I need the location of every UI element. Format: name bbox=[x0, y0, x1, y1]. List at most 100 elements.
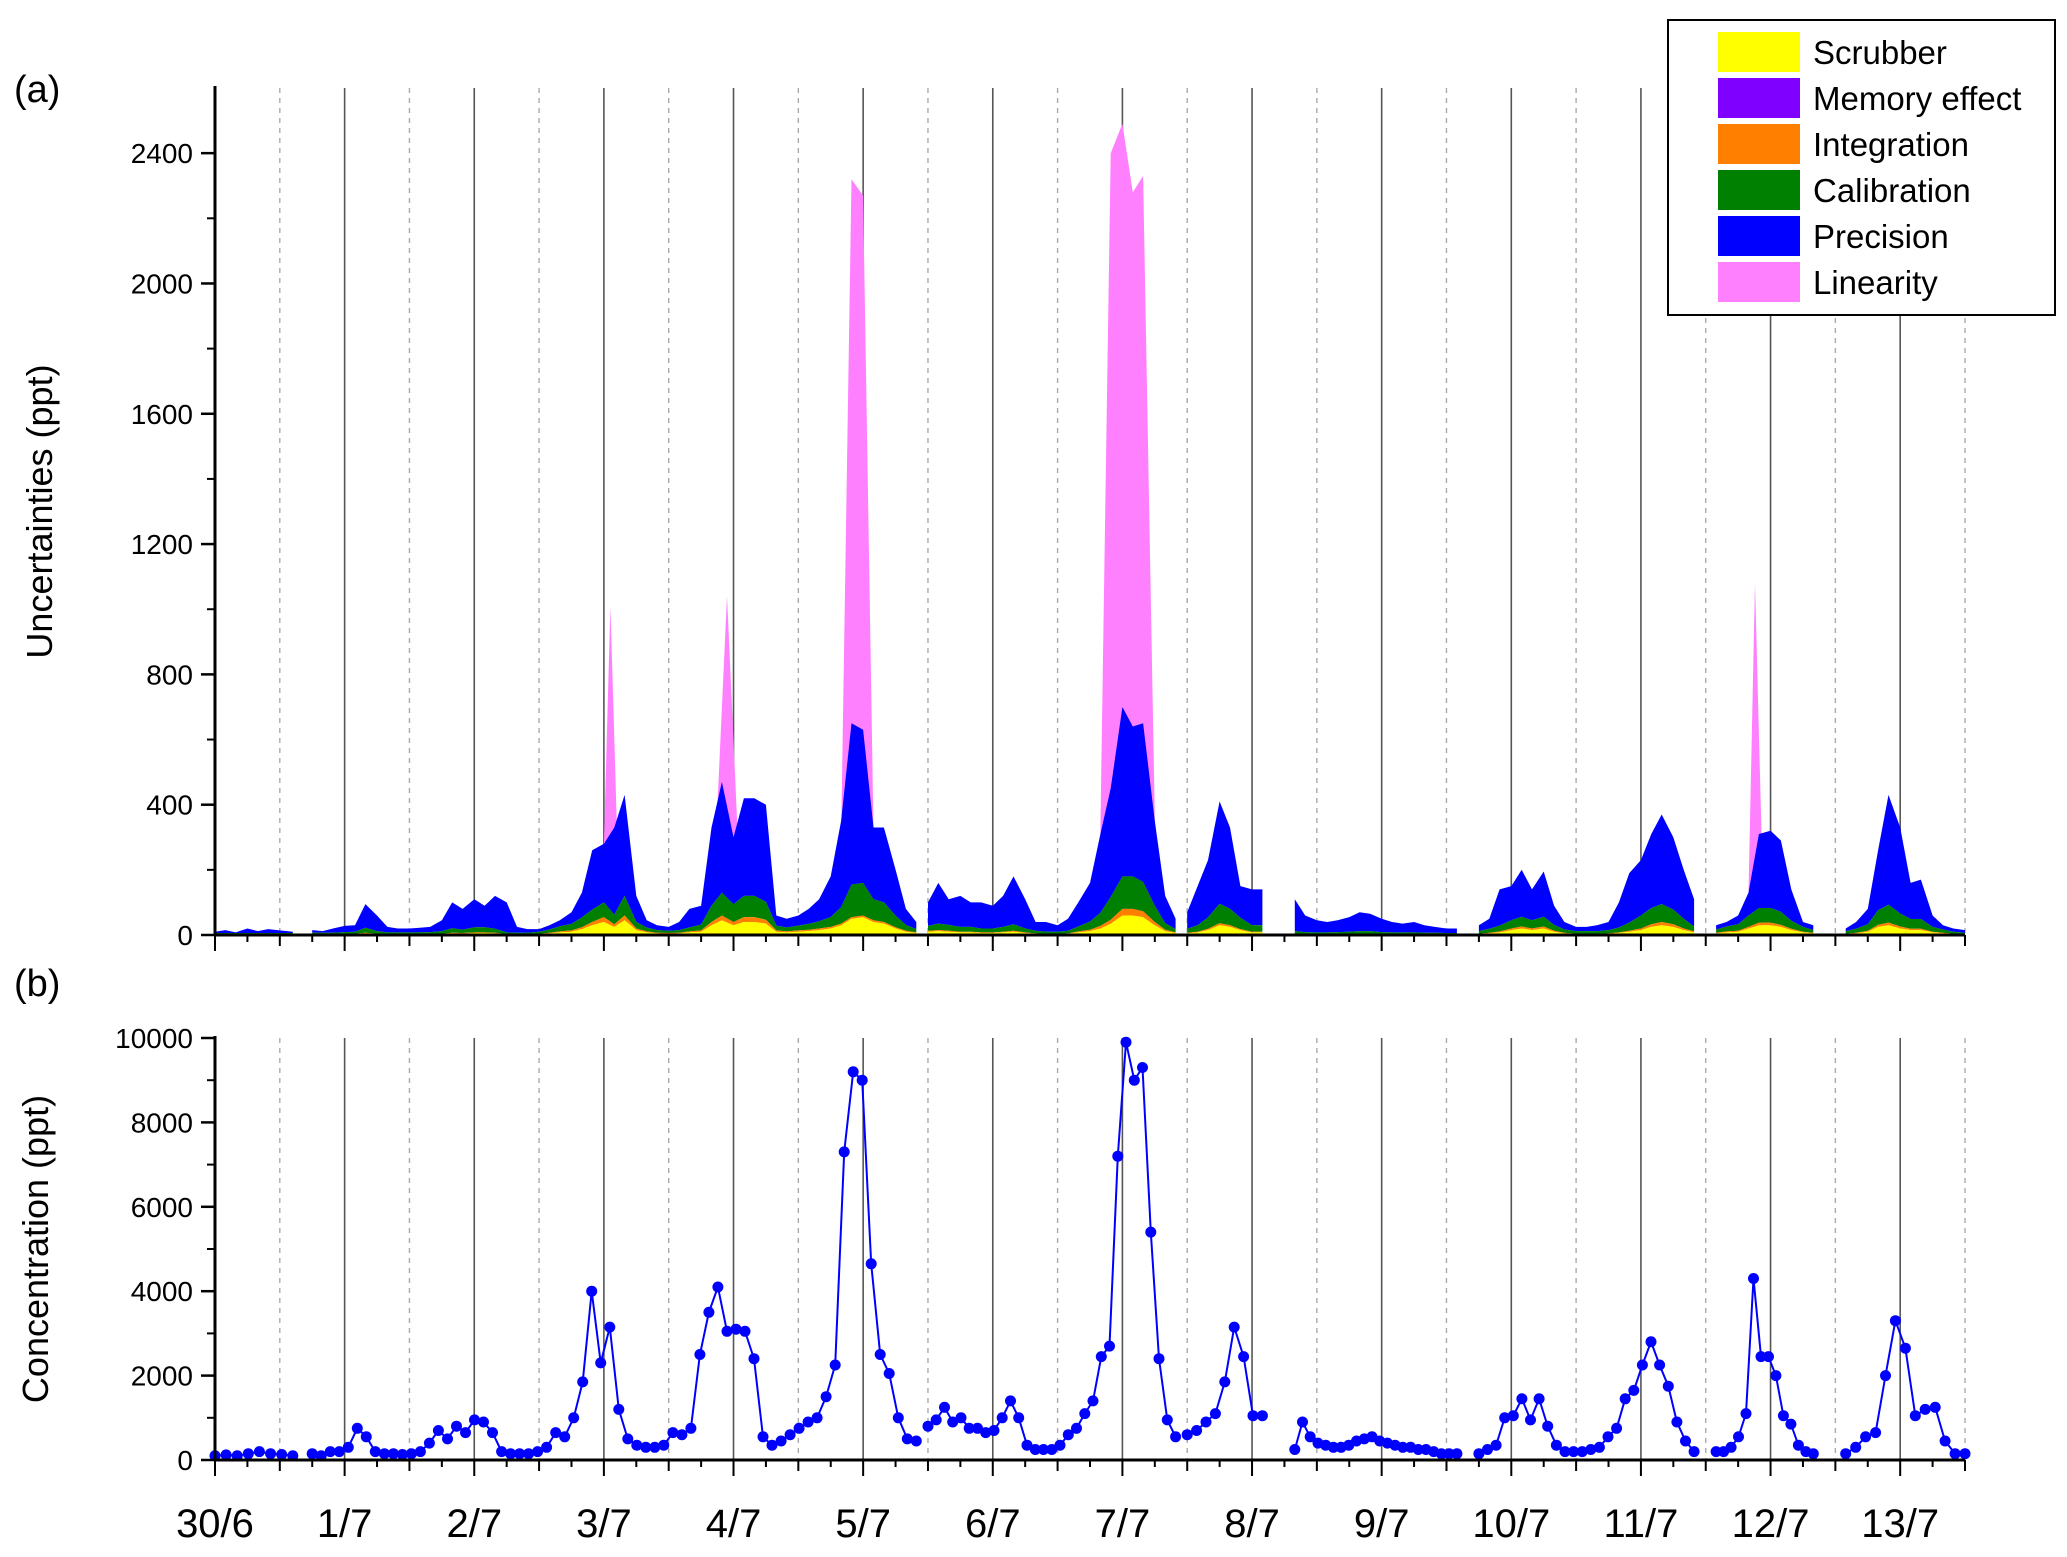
concentration-point bbox=[622, 1433, 633, 1444]
panel-b-y-tick-label: 0 bbox=[177, 1445, 193, 1476]
x-date-label: 1/7 bbox=[317, 1502, 373, 1546]
concentration-point bbox=[276, 1449, 287, 1460]
concentration-point bbox=[839, 1146, 850, 1157]
concentration-point bbox=[1726, 1442, 1737, 1453]
x-date-label: 2/7 bbox=[446, 1502, 502, 1546]
concentration-point bbox=[1960, 1448, 1971, 1459]
concentration-point bbox=[1154, 1353, 1165, 1364]
concentration-point bbox=[1637, 1360, 1648, 1371]
concentration-point bbox=[749, 1353, 760, 1364]
concentration-point bbox=[758, 1431, 769, 1442]
concentration-point bbox=[893, 1412, 904, 1423]
concentration-point bbox=[884, 1368, 895, 1379]
concentration-point bbox=[712, 1282, 723, 1293]
concentration-point bbox=[1079, 1408, 1090, 1419]
concentration-point bbox=[1930, 1402, 1941, 1413]
concentration-point bbox=[1594, 1442, 1605, 1453]
x-date-label: 4/7 bbox=[706, 1502, 762, 1546]
concentration-point bbox=[1542, 1421, 1553, 1432]
concentration-point bbox=[1950, 1448, 1961, 1459]
legend-swatch bbox=[1718, 124, 1800, 164]
concentration-point bbox=[939, 1402, 950, 1413]
concentration-point bbox=[931, 1414, 942, 1425]
concentration-point bbox=[1297, 1417, 1308, 1428]
concentration-point bbox=[1785, 1419, 1796, 1430]
legend-label: Memory effect bbox=[1813, 80, 2021, 117]
precision-area bbox=[1295, 899, 1457, 933]
concentration-point bbox=[875, 1349, 886, 1360]
concentration-point bbox=[1840, 1448, 1851, 1459]
concentration-point bbox=[433, 1425, 444, 1436]
x-date-label: 3/7 bbox=[576, 1502, 632, 1546]
panel-b-y-tick-label: 10000 bbox=[115, 1023, 193, 1054]
concentration-point bbox=[1770, 1370, 1781, 1381]
concentration-point bbox=[442, 1433, 453, 1444]
x-date-label: 12/7 bbox=[1732, 1502, 1810, 1546]
concentration-point bbox=[1289, 1444, 1300, 1455]
precision-area bbox=[1846, 795, 1965, 933]
panel-b-label: (b) bbox=[14, 963, 60, 1005]
concentration-point bbox=[361, 1431, 372, 1442]
concentration-point bbox=[1870, 1427, 1881, 1438]
concentration-point bbox=[1910, 1410, 1921, 1421]
concentration-point bbox=[577, 1376, 588, 1387]
concentration-point bbox=[478, 1417, 489, 1428]
concentration-point bbox=[1620, 1393, 1631, 1404]
concentration-point bbox=[487, 1427, 498, 1438]
x-date-label: 11/7 bbox=[1603, 1502, 1678, 1546]
panel-a-y-tick-label: 800 bbox=[146, 659, 193, 690]
concentration-point bbox=[776, 1436, 787, 1447]
panel-a-y-tick-label: 400 bbox=[146, 790, 193, 821]
concentration-point bbox=[1005, 1395, 1016, 1406]
precision-area bbox=[215, 929, 293, 934]
concentration-point bbox=[343, 1442, 354, 1453]
concentration-point bbox=[1680, 1436, 1691, 1447]
concentration-point bbox=[1219, 1376, 1230, 1387]
concentration-point bbox=[694, 1349, 705, 1360]
concentration-point bbox=[243, 1448, 254, 1459]
concentration-point bbox=[1534, 1393, 1545, 1404]
concentration-point bbox=[265, 1448, 276, 1459]
concentration-point bbox=[997, 1412, 1008, 1423]
concentration-point bbox=[1733, 1431, 1744, 1442]
x-date-label: 30/6 bbox=[176, 1502, 254, 1546]
concentration-point bbox=[1257, 1410, 1268, 1421]
concentration-point bbox=[989, 1425, 1000, 1436]
concentration-point bbox=[1611, 1423, 1622, 1434]
concentration-point bbox=[1671, 1417, 1682, 1428]
concentration-point bbox=[1137, 1062, 1148, 1073]
concentration-line bbox=[1716, 1279, 1813, 1454]
concentration-point bbox=[1880, 1370, 1891, 1381]
concentration-point bbox=[1229, 1322, 1240, 1333]
panel-b-y-tick-label: 6000 bbox=[131, 1192, 193, 1223]
concentration-point bbox=[848, 1066, 859, 1077]
concentration-point bbox=[1516, 1393, 1527, 1404]
x-date-label: 6/7 bbox=[965, 1502, 1021, 1546]
concentration-point bbox=[794, 1423, 805, 1434]
legend-label: Integration bbox=[1813, 126, 1969, 163]
concentration-point bbox=[911, 1436, 922, 1447]
concentration-point bbox=[1112, 1151, 1123, 1162]
concentration-point bbox=[1248, 1410, 1259, 1421]
concentration-point bbox=[1890, 1315, 1901, 1326]
legend-label: Calibration bbox=[1813, 172, 1971, 209]
concentration-point bbox=[451, 1421, 462, 1432]
concentration-point bbox=[1121, 1037, 1132, 1048]
concentration-point bbox=[1238, 1351, 1249, 1362]
x-date-label: 9/7 bbox=[1354, 1502, 1410, 1546]
panel-a-y-tick-label: 0 bbox=[177, 920, 193, 951]
legend-label: Linearity bbox=[1813, 264, 1938, 301]
panel-b-y-axis-title: Concentration (ppt) bbox=[15, 1095, 56, 1403]
concentration-point bbox=[1191, 1425, 1202, 1436]
panel-a-y-tick-label: 1600 bbox=[131, 399, 193, 430]
panel-b-y-tick-label: 4000 bbox=[131, 1276, 193, 1307]
legend-swatch bbox=[1718, 170, 1800, 210]
x-date-label: 8/7 bbox=[1224, 1502, 1280, 1546]
concentration-point bbox=[1096, 1351, 1107, 1362]
x-date-label: 10/7 bbox=[1472, 1502, 1550, 1546]
concentration-point bbox=[1508, 1410, 1519, 1421]
concentration-point bbox=[703, 1307, 714, 1318]
concentration-point bbox=[676, 1429, 687, 1440]
